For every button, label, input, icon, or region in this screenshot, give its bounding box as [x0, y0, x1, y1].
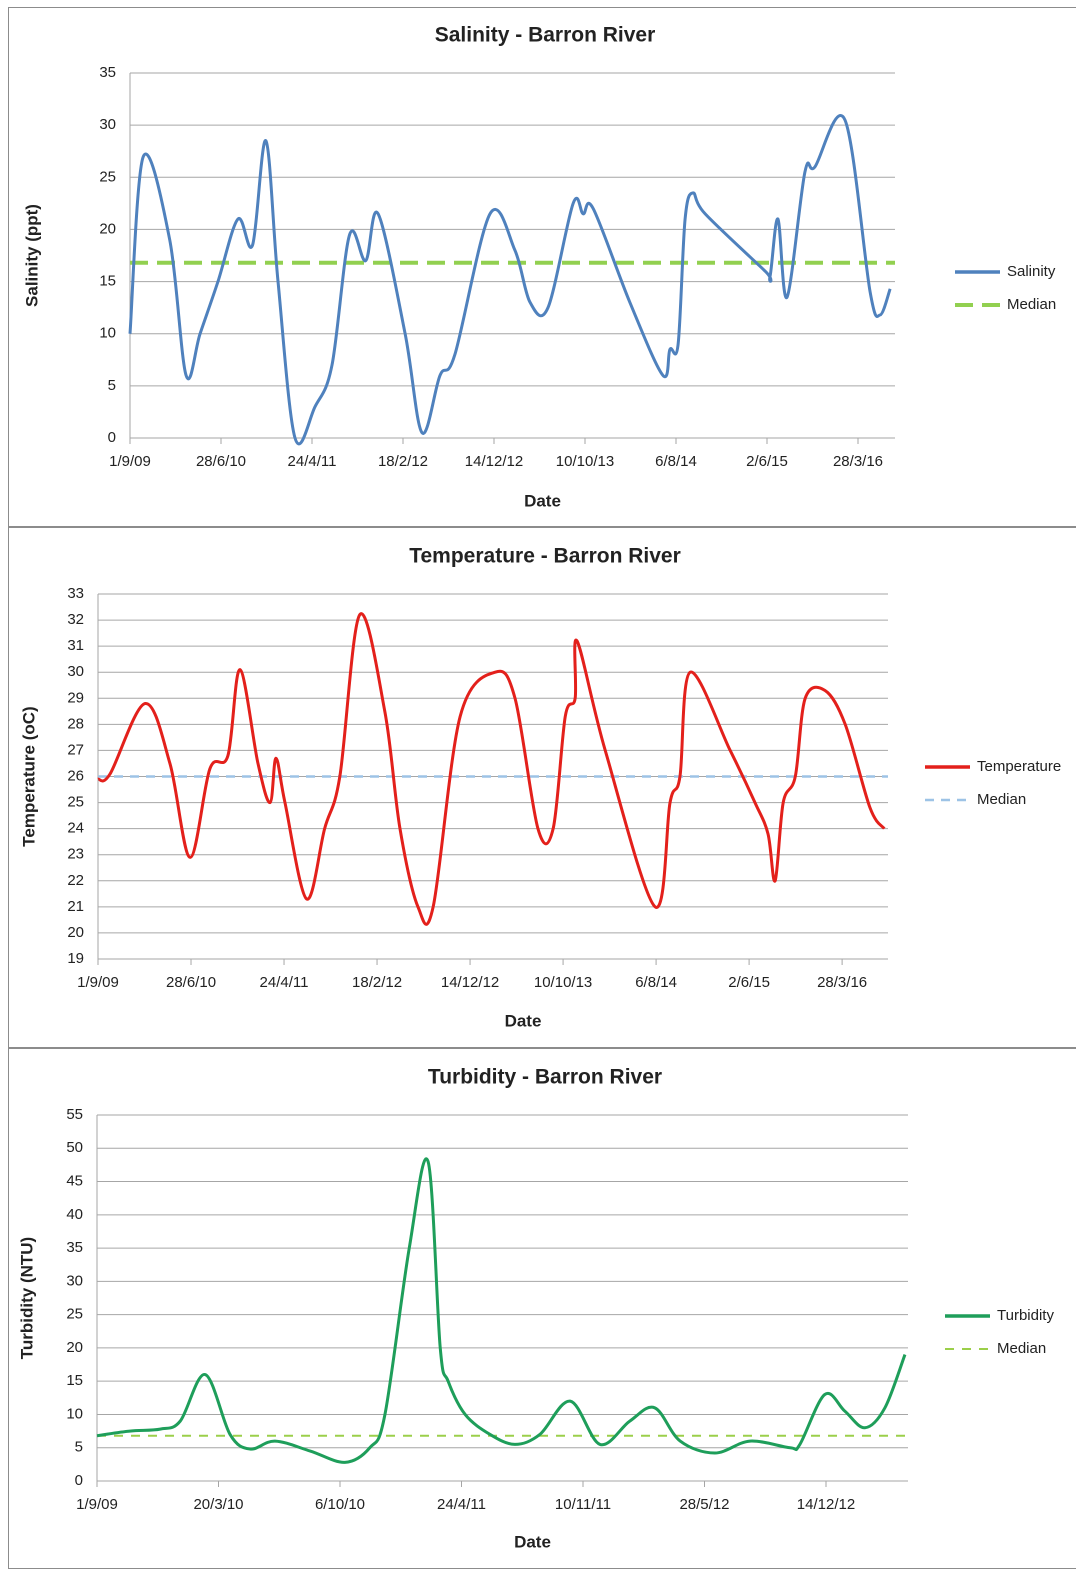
chart-title: Salinity - Barron River [435, 24, 656, 47]
legend-label: Median [1007, 296, 1056, 313]
panel [8, 527, 1076, 1048]
series-line [128, 114, 892, 446]
y-tick-label: 25 [67, 794, 84, 811]
x-tick-label: 1/9/09 [76, 1496, 118, 1513]
x-axis-title: Date [524, 491, 561, 510]
y-tick-label: 35 [66, 1239, 83, 1256]
y-tick-label: 19 [67, 950, 84, 967]
panel [8, 7, 1076, 527]
y-tick-label: 31 [67, 637, 84, 654]
y-tick-label: 45 [66, 1173, 83, 1190]
y-tick-label: 24 [67, 820, 84, 837]
y-tick-label: 30 [66, 1272, 83, 1289]
y-tick-label: 25 [66, 1306, 83, 1323]
x-tick-label: 28/3/16 [833, 453, 883, 470]
x-tick-label: 6/10/10 [315, 1496, 365, 1513]
x-axis-title: Date [514, 1532, 551, 1551]
y-tick-label: 10 [66, 1405, 83, 1422]
panel [8, 1048, 1076, 1569]
y-tick-label: 26 [67, 767, 84, 784]
legend-label: Median [977, 791, 1026, 808]
y-tick-label: 55 [66, 1106, 83, 1123]
x-tick-label: 20/3/10 [193, 1496, 243, 1513]
y-axis-title: Turbidity (NTU) [17, 1237, 36, 1359]
y-tick-label: 33 [67, 585, 84, 602]
x-tick-label: 24/4/11 [437, 1496, 486, 1513]
legend-label: Turbidity [997, 1307, 1054, 1324]
x-tick-label: 2/6/15 [746, 453, 788, 470]
y-tick-label: 0 [75, 1472, 83, 1489]
y-tick-label: 22 [67, 872, 84, 889]
x-tick-label: 14/12/12 [797, 1496, 855, 1513]
y-tick-label: 20 [67, 924, 84, 941]
x-tick-label: 18/2/12 [352, 974, 402, 991]
y-tick-label: 32 [67, 611, 84, 628]
x-tick-label: 2/6/15 [728, 974, 770, 991]
y-tick-label: 20 [99, 220, 116, 237]
x-tick-label: 28/6/10 [166, 974, 216, 991]
x-tick-label: 10/10/13 [556, 453, 614, 470]
y-tick-label: 30 [67, 663, 84, 680]
y-tick-label: 35 [99, 64, 116, 81]
y-tick-label: 25 [99, 168, 116, 185]
y-tick-label: 23 [67, 846, 84, 863]
y-tick-label: 50 [66, 1139, 83, 1156]
x-tick-label: 18/2/12 [378, 453, 428, 470]
y-tick-label: 30 [99, 116, 116, 133]
legend-label: Median [997, 1340, 1046, 1357]
y-tick-label: 5 [108, 377, 116, 394]
x-tick-label: 1/9/09 [77, 974, 119, 991]
x-tick-label: 14/12/12 [465, 453, 523, 470]
x-tick-label: 24/4/11 [260, 974, 309, 991]
legend-label: Salinity [1007, 263, 1056, 280]
y-tick-label: 15 [99, 273, 116, 290]
x-tick-label: 28/5/12 [679, 1496, 729, 1513]
chart-title: Temperature - Barron River [409, 545, 681, 568]
y-tick-label: 21 [67, 898, 84, 915]
y-axis-title: Salinity (ppt) [22, 204, 41, 307]
x-axis-title: Date [505, 1011, 542, 1030]
legend-label: Temperature [977, 758, 1061, 775]
y-tick-label: 15 [66, 1372, 83, 1389]
x-tick-label: 6/8/14 [635, 974, 677, 991]
y-tick-label: 28 [67, 715, 84, 732]
x-tick-label: 10/10/13 [534, 974, 592, 991]
y-tick-label: 27 [67, 741, 84, 758]
x-tick-label: 24/4/11 [288, 453, 337, 470]
x-tick-label: 6/8/14 [655, 453, 697, 470]
series-line [97, 612, 886, 926]
y-tick-label: 5 [75, 1439, 83, 1456]
x-tick-label: 1/9/09 [109, 453, 151, 470]
x-tick-label: 28/3/16 [817, 974, 867, 991]
chart-title: Turbidity - Barron River [428, 1066, 662, 1089]
y-tick-label: 20 [66, 1339, 83, 1356]
y-tick-label: 0 [108, 429, 116, 446]
y-axis-title: Temperature (oC) [19, 706, 38, 846]
y-tick-label: 29 [67, 689, 84, 706]
x-tick-label: 14/12/12 [441, 974, 499, 991]
y-tick-label: 40 [66, 1206, 83, 1223]
x-tick-label: 10/11/11 [555, 1496, 611, 1513]
series-line [96, 1157, 907, 1464]
y-tick-label: 10 [99, 325, 116, 342]
x-tick-label: 28/6/10 [196, 453, 246, 470]
